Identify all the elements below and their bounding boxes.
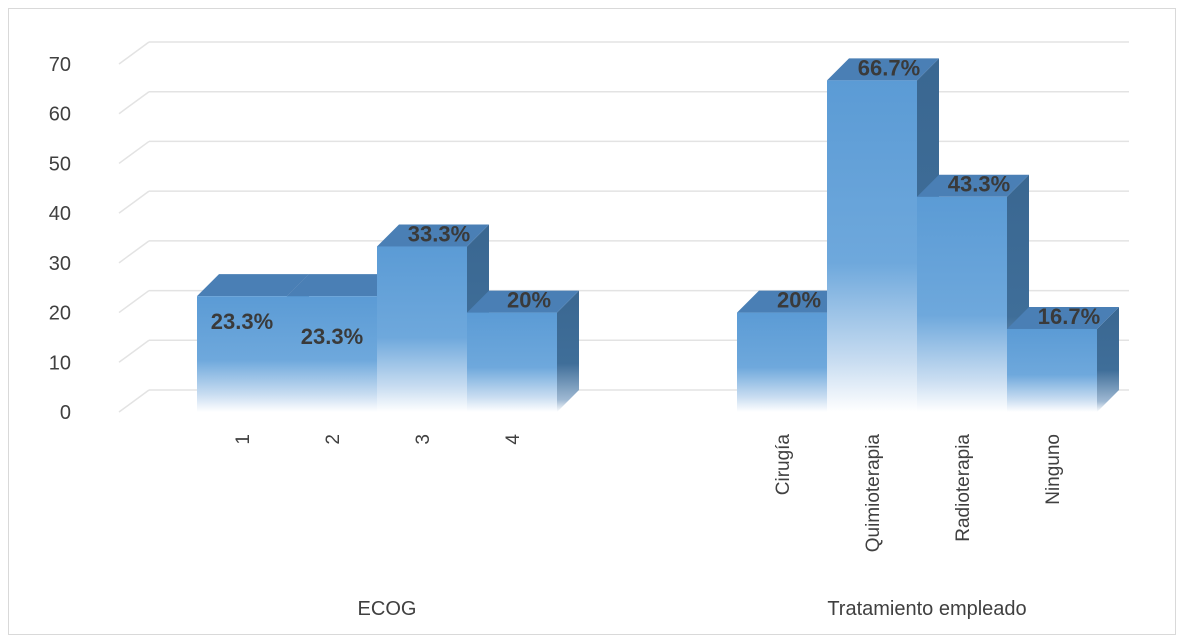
category-label: Ninguno (1043, 434, 1064, 505)
y-axis-ticks: 0 10 20 30 40 50 60 70 (49, 54, 71, 424)
category-label: 2 (323, 434, 344, 445)
bar-top (917, 174, 1029, 197)
bar-chart-3d: 0 10 20 30 40 50 60 70 23.3% 23.3% 33.3% 20% 20% 66.… (49, 41, 1129, 620)
category-label: Quimioterapia (863, 434, 884, 553)
data-label: 23.3% (211, 309, 273, 334)
category-labels: 1 2 3 4 Cirugía Quimioterapia Radioterapia Ning… (233, 434, 1064, 553)
gridline-depth (118, 190, 150, 214)
group-label: ECOG (358, 598, 417, 620)
data-label: 20% (777, 288, 821, 313)
category-label: 4 (503, 434, 524, 445)
data-label: 20% (507, 288, 551, 313)
bar-front (287, 296, 377, 412)
bar-front (737, 312, 827, 412)
bar-top (827, 58, 939, 81)
bar (1007, 306, 1119, 412)
y-tick-label: 40 (49, 203, 71, 225)
y-tick-label: 20 (49, 303, 71, 325)
bar-front (827, 80, 917, 413)
bar (737, 290, 849, 412)
bar-top (377, 224, 489, 247)
chart-frame: 0 10 20 30 40 50 60 70 23.3% 23.3% 33.3% 20% 20% 66.… (8, 8, 1176, 635)
bar-side (557, 290, 579, 412)
gridline-depth (118, 389, 150, 413)
data-label: 66.7% (858, 55, 920, 80)
group-label: Tratamiento empleado (827, 598, 1026, 620)
category-label: 1 (233, 434, 254, 445)
data-label: 33.3% (408, 221, 470, 246)
y-tick-label: 30 (49, 253, 71, 275)
bar-top (467, 290, 579, 313)
bar-top (197, 274, 309, 297)
y-tick-label: 60 (49, 104, 71, 126)
bar-front (197, 296, 287, 412)
data-label: 16.7% (1038, 304, 1100, 329)
gridline-depth (118, 240, 150, 264)
gridline-depth (118, 140, 150, 165)
data-label: 43.3% (948, 172, 1010, 197)
gridline-depth (118, 41, 150, 65)
data-label: 23.3% (301, 324, 363, 349)
gridline-depth (118, 91, 150, 115)
bar-front (917, 196, 1007, 412)
group-labels: ECOG Tratamiento empleado (358, 598, 1027, 620)
bar-front (467, 312, 557, 412)
bar (467, 290, 579, 412)
y-tick-label: 0 (60, 402, 71, 424)
gridline-depth (118, 339, 150, 363)
gridline-depth (118, 289, 150, 314)
bar-top (1007, 306, 1119, 329)
bar-top (737, 290, 849, 313)
category-label: 3 (413, 434, 434, 445)
category-label: Cirugía (773, 434, 794, 496)
bar-front (1007, 328, 1097, 412)
bar-front (377, 246, 467, 412)
bar-side (1097, 306, 1119, 412)
y-tick-label: 10 (49, 352, 71, 374)
category-label: Radioterapia (953, 434, 974, 542)
data-labels: 23.3% 23.3% 33.3% 20% 20% 66.7% 43.3% 16.7% (211, 55, 1100, 349)
bar-top (287, 274, 399, 297)
y-tick-label: 50 (49, 153, 71, 175)
y-tick-label: 70 (49, 54, 71, 76)
bars (197, 58, 1119, 413)
